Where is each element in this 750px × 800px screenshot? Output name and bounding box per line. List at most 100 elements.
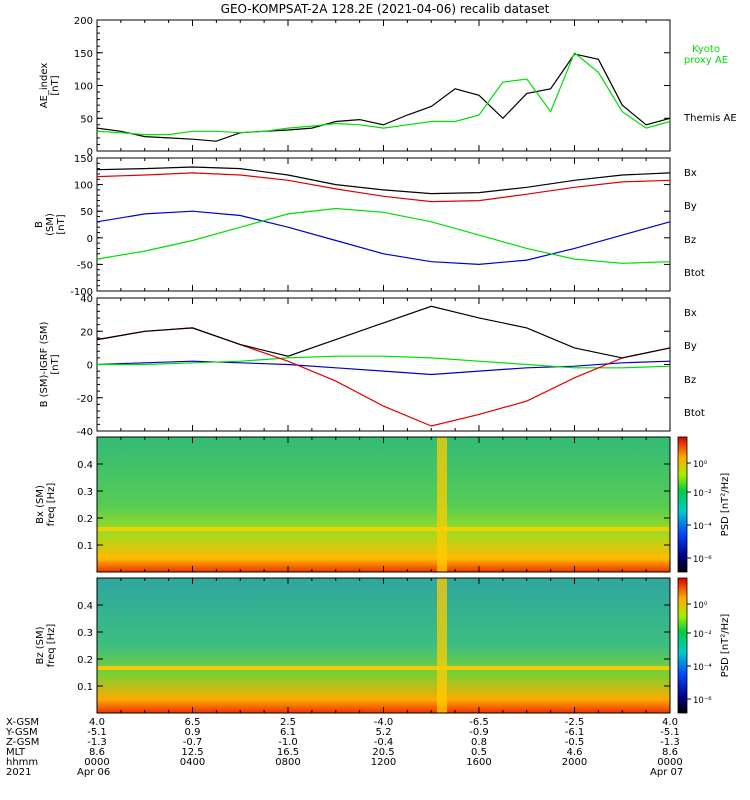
legend-btot: Btot	[684, 268, 705, 279]
x-axis-cell: 0.9	[185, 727, 201, 738]
y-axis-label-line: (SM)	[45, 213, 56, 236]
panel-ae-frame	[96, 19, 671, 152]
legend-by: By	[684, 201, 697, 212]
y-tick-label: -40	[77, 427, 93, 438]
y-axis-label-line: B	[34, 221, 45, 228]
panel-ae: 0 50 100 150 200 AE_index[nT] Kyoto proxy AE The…	[39, 16, 737, 158]
y-tick-label: 200	[74, 16, 93, 27]
colorbar-label: PSD [nT²/Hz]	[720, 614, 731, 678]
x-axis-cell: 1600	[466, 757, 491, 768]
y-axis-label-line: [nT]	[56, 214, 67, 234]
x-axis-cell: 12.5	[181, 747, 203, 758]
x-axis-cell: -5.1	[660, 727, 680, 738]
y-tick-label: 0.3	[77, 487, 93, 498]
series-line-btot	[96, 166, 671, 195]
x-axis-cell: -0.4	[374, 737, 394, 748]
colorbar-tick-label: 10⁻⁶	[693, 696, 712, 706]
y-axis-label: Bx (SM)freq [Hz]	[35, 483, 57, 527]
y-axis-label: AE_index[nT]	[39, 63, 61, 109]
y-axis-label-line: AE_index	[39, 63, 50, 109]
y-axis-label-line: freq [Hz]	[46, 483, 57, 527]
x-axis-cell: -1.3	[660, 737, 680, 748]
y-tick-label: 100	[74, 181, 93, 192]
legend-by: By	[684, 341, 697, 352]
x-axis-cell: 0000	[657, 757, 682, 768]
x-axis-cell: -0.7	[183, 737, 203, 748]
x-axis-cell: 2000	[562, 757, 587, 768]
y-axis-label-line: [nT]	[50, 354, 61, 374]
x-axis-cell: 5.2	[376, 727, 392, 738]
y-tick-label: 0.1	[77, 682, 93, 693]
series-line-bx	[96, 360, 671, 376]
x-axis-cell: 8.6	[89, 747, 105, 758]
x-axis-cell: 0000	[84, 757, 109, 768]
x-axis-cell: 2.5	[280, 717, 296, 728]
legend-kyoto-line: Kyoto	[692, 44, 720, 55]
legend-bz: Bz	[684, 235, 696, 246]
x-axis-cell: -6.1	[565, 727, 585, 738]
x-axis-cell: 0.5	[471, 747, 487, 758]
bz-spectral-line	[97, 666, 670, 670]
y-axis-label: B (SM)-IGRF (SM)[nT]	[39, 322, 61, 408]
x-axis-row-label: Z-GSM	[6, 737, 39, 748]
bx-broadband-event	[437, 437, 447, 572]
bx-spectral-line	[97, 527, 670, 531]
x-axis-cell: -4.0	[374, 717, 394, 728]
y-axis-label: Bz (SM)freq [Hz]	[35, 624, 57, 668]
x-axis-cell: Apr 06	[77, 767, 110, 778]
x-axis-cell: 0800	[275, 757, 300, 768]
y-tick-label: -20	[77, 394, 93, 405]
colorbar-tick-label: 10⁻²	[693, 630, 712, 640]
x-axis-cell: -0.5	[565, 737, 585, 748]
colorbar-tick-label: 10⁻²	[693, 489, 712, 499]
x-axis-row-label: Y-GSM	[5, 727, 38, 738]
y-tick-label: 40	[80, 294, 93, 305]
x-axis-cell: 4.0	[662, 717, 678, 728]
y-tick-label: 0.2	[77, 514, 93, 525]
y-axis-label: B(SM)[nT]	[34, 213, 67, 236]
series-line-bz	[96, 327, 671, 427]
colorbar-bx-scale	[677, 436, 688, 573]
x-axis-cell: -5.1	[87, 727, 107, 738]
x-axis-cell: 16.5	[277, 747, 299, 758]
y-tick-label: 0	[87, 147, 93, 158]
y-tick-label: 0	[87, 234, 93, 245]
x-axis-row-label: hhmm	[6, 757, 38, 768]
x-axis-cell: 6.5	[185, 717, 201, 728]
bz-spectrogram-image	[97, 578, 670, 713]
y-tick-label: 150	[74, 49, 93, 60]
y-axis-label-line: freq [Hz]	[46, 624, 57, 668]
series-line-bx	[96, 210, 671, 266]
colorbar-label: PSD [nT²/Hz]	[720, 473, 731, 537]
x-axis-table: X-GSMY-GSMZ-GSMMLThhmm20214.0-5.1-1.38.6…	[5, 717, 683, 778]
y-tick-label: 0.2	[77, 655, 93, 666]
series-line-by	[97, 355, 671, 369]
legend-bx: Bx	[684, 168, 697, 179]
series-line-btot	[96, 305, 671, 359]
y-tick-label: -50	[77, 260, 93, 271]
bz-broadband-event	[437, 578, 447, 713]
x-axis-cell: -2.5	[565, 717, 585, 728]
x-axis-cell: 20.5	[372, 747, 394, 758]
x-axis-cell: -1.3	[87, 737, 107, 748]
y-tick-label: 0.4	[77, 460, 93, 471]
y-tick-label: 50	[80, 207, 93, 218]
legend-bx: Bx	[684, 308, 697, 319]
colorbar-tick-label: 10⁰	[693, 601, 708, 611]
panel-bz-spectrogram: 0.1 0.2 0.3 0.4 Bz (SM)freq [Hz]	[35, 577, 671, 714]
legend-bz: Bz	[684, 375, 696, 386]
y-tick-label: 0.4	[77, 601, 93, 612]
x-axis-row-label: X-GSM	[6, 717, 39, 728]
colorbar-bz-scale	[677, 577, 688, 714]
y-tick-label: 0	[87, 361, 93, 372]
panel-b-minus-igrf: -40 -20 0 20 40 B (SM)-IGRF (SM)[nT] Bx By Bz Bto…	[39, 294, 705, 438]
x-axis-cell: -0.9	[469, 727, 489, 738]
y-tick-label: 0.3	[77, 628, 93, 639]
x-axis-cell: -6.5	[469, 717, 489, 728]
x-axis-cell: 8.6	[662, 747, 678, 758]
colorbar-tick-label: 10⁻⁴	[693, 663, 712, 673]
y-axis-label-line: [nT]	[50, 75, 61, 95]
x-axis-cell: Apr 07	[650, 767, 683, 778]
bx-spectrogram-image	[97, 437, 670, 572]
